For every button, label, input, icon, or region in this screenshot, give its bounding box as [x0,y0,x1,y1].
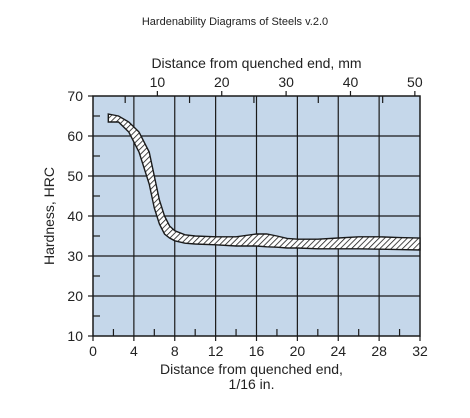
y-tick-label: 70 [67,88,83,104]
y-axis-title: Hardness, HRC [41,167,57,265]
x2-tick-label: 10 [150,74,166,90]
y-tick-label: 10 [67,328,83,344]
y-tick-label: 40 [67,208,83,224]
x-tick-label: 16 [249,343,265,359]
x-tick-label: 32 [412,343,428,359]
y-tick-label: 50 [67,168,83,184]
y-tick-label: 60 [67,128,83,144]
x2-tick-label: 20 [214,74,230,90]
hardness-band [107,113,421,251]
x-tick-label: 0 [89,343,97,359]
x-axis-title: Distance from quenched end, [160,361,343,377]
x-axis-title: 1/16 in. [229,376,275,392]
app-title: Hardenability Diagrams of Steels v.2.0 [141,16,329,28]
x-tick-label: 12 [208,343,224,359]
x2-tick-label: 30 [278,74,294,90]
y-tick-label: 30 [67,248,83,264]
grid-lines [93,96,420,336]
x-tick-label: 28 [371,343,387,359]
x-tick-label: 4 [130,343,138,359]
x-tick-label: 8 [171,343,179,359]
y-tick-label: 20 [67,288,83,304]
x2-axis-title: Distance from quenched end, mm [151,55,361,71]
x2-tick-label: 50 [407,74,423,90]
x2-tick-label: 40 [343,74,359,90]
x-tick-label: 24 [330,343,346,359]
axis-ticks [88,91,421,341]
axis-labels: 0 4 8 12 16 20 24 28 32 10 20 30 40 50 10 20 30 40 50 60 70 D… [41,55,428,392]
x-tick-label: 20 [290,343,306,359]
